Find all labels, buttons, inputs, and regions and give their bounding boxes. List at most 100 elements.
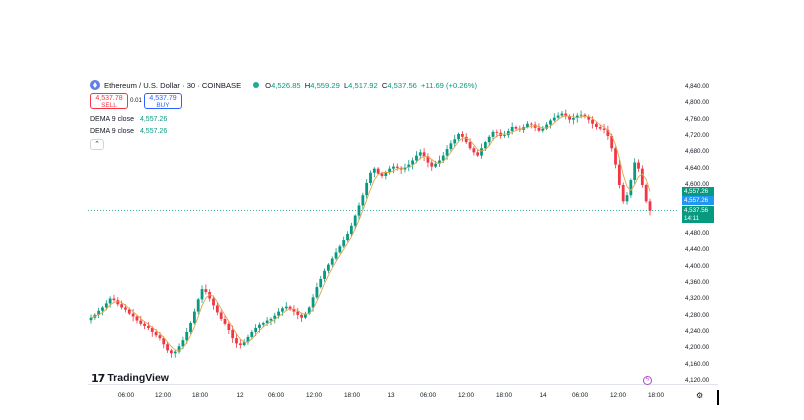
time-tick-label: 06:00 xyxy=(572,392,588,399)
price-tick-label: 4,120.00 xyxy=(685,377,710,384)
candle-up xyxy=(552,117,556,121)
ohlc-close: C4,537.56 xyxy=(380,81,417,90)
price-tick-label: 4,440.00 xyxy=(685,246,710,254)
candle-down xyxy=(166,344,169,351)
candle-down xyxy=(212,298,215,306)
close-key: C xyxy=(381,80,388,90)
candle-down xyxy=(648,201,652,211)
candle-up xyxy=(361,195,365,206)
candle-up xyxy=(625,195,629,202)
buy-label: BUY xyxy=(156,101,170,109)
time-axis-line xyxy=(88,384,718,385)
trade-panel: 4,537.78 SELL 0.01 4,537.79 BUY xyxy=(90,92,182,109)
candle-down xyxy=(150,327,154,332)
candle-down xyxy=(116,300,120,305)
candle-up xyxy=(284,306,288,309)
price-tick-label: 4,400.00 xyxy=(685,262,710,270)
candle-down xyxy=(204,289,208,292)
candle-up xyxy=(311,297,315,308)
candle-down xyxy=(292,309,296,312)
candle-up xyxy=(441,155,445,161)
candle-up xyxy=(353,215,357,226)
price-tick-label: 4,840.00 xyxy=(685,83,710,90)
symbol-legend[interactable]: Ethereum / U.S. Dollar · 30 · COINBASE O… xyxy=(90,78,477,92)
candle-up xyxy=(372,168,376,173)
indicator-name: DEMA 9 close xyxy=(90,127,134,135)
time-tick-label: 13 xyxy=(387,392,395,399)
candle-up xyxy=(556,115,560,118)
buy-price: 4,537.79 xyxy=(149,94,177,102)
candle-up xyxy=(273,315,277,319)
price-tick-label: 4,200.00 xyxy=(685,344,710,352)
candle-up xyxy=(346,234,349,241)
candle-down xyxy=(120,304,124,308)
candle-down xyxy=(399,167,403,170)
sell-price: 4,537.78 xyxy=(95,94,123,102)
candle-up xyxy=(365,182,369,196)
candle-down xyxy=(288,306,292,310)
candle-up xyxy=(357,205,361,216)
tradingview-logo[interactable]: 17 TradingView xyxy=(91,372,169,385)
candle-up xyxy=(579,114,583,116)
price-axis-badge: 4,557.26 xyxy=(682,187,714,196)
candle-up xyxy=(349,225,353,234)
time-tick-label: 12 xyxy=(236,392,244,399)
candle-up xyxy=(269,318,273,321)
candlestick-chart[interactable] xyxy=(88,100,678,384)
price-tick-label: 4,800.00 xyxy=(685,99,710,107)
ohlc-high: H4,559.29 xyxy=(303,81,340,90)
candle-down xyxy=(564,113,568,117)
candle-up xyxy=(254,327,258,332)
candle-up xyxy=(487,136,491,143)
price-axis[interactable]: 4,840.00 4,800.00 4,760.00 4,720.00 4,680.00… xyxy=(680,0,720,420)
indicator-legend-1[interactable]: DEMA 9 close 4,557.26 xyxy=(90,113,167,125)
dema-line xyxy=(90,115,651,351)
candle-up xyxy=(323,270,326,279)
buy-button[interactable]: 4,537.79 BUY xyxy=(144,92,182,109)
price-tick-label: 4,280.00 xyxy=(685,311,710,319)
candle-down xyxy=(568,116,571,120)
candle-up xyxy=(334,252,338,259)
low-value: 4,517.92 xyxy=(348,80,378,90)
candle-down xyxy=(139,320,143,324)
candle-up xyxy=(89,317,93,321)
sell-button[interactable]: 4,537.78 SELL xyxy=(90,92,128,109)
candle-down xyxy=(610,136,614,149)
candle-up xyxy=(407,164,411,168)
time-tick-label: 12:00 xyxy=(458,392,474,399)
indicator-legend-2[interactable]: DEMA 9 close 4,557.26 xyxy=(90,125,167,137)
price-axis-badge: 4,537.56 xyxy=(682,206,714,215)
price-tick-label: 4,240.00 xyxy=(685,328,710,335)
candle-up xyxy=(104,303,108,308)
candle-down xyxy=(235,338,238,344)
candle-up xyxy=(258,324,261,328)
candle-up xyxy=(101,307,104,311)
candle-down xyxy=(637,162,640,169)
time-tick-label: 12:00 xyxy=(155,392,171,399)
candle-down xyxy=(537,127,541,131)
candle-down xyxy=(514,127,518,129)
price-tick-label: 4,320.00 xyxy=(685,295,710,303)
flash-icon[interactable]: ϟ xyxy=(643,376,652,385)
candle-up xyxy=(483,142,487,149)
candle-down xyxy=(127,309,131,314)
candle-down xyxy=(606,129,610,136)
candle-down xyxy=(238,343,242,346)
candle-up xyxy=(545,124,549,129)
price-tick-label: 4,360.00 xyxy=(685,279,710,286)
candle-up xyxy=(185,332,189,341)
price-axis-badge: 14:11 xyxy=(682,214,714,223)
gear-icon[interactable]: ⚙ xyxy=(696,391,704,400)
candle-up xyxy=(434,163,437,167)
candle-up xyxy=(629,180,633,196)
candle-down xyxy=(231,329,235,339)
spread-value: 0.01 xyxy=(130,97,142,104)
candle-up xyxy=(575,115,579,119)
market-status-dot xyxy=(253,82,260,88)
collapse-legend-button[interactable]: ⌃ xyxy=(90,139,104,150)
symbol-title[interactable]: Ethereum / U.S. Dollar · 30 · COINBASE xyxy=(104,80,242,90)
time-tick-label: 18:00 xyxy=(648,392,664,399)
candle-up xyxy=(480,148,483,156)
candle-down xyxy=(591,119,594,124)
